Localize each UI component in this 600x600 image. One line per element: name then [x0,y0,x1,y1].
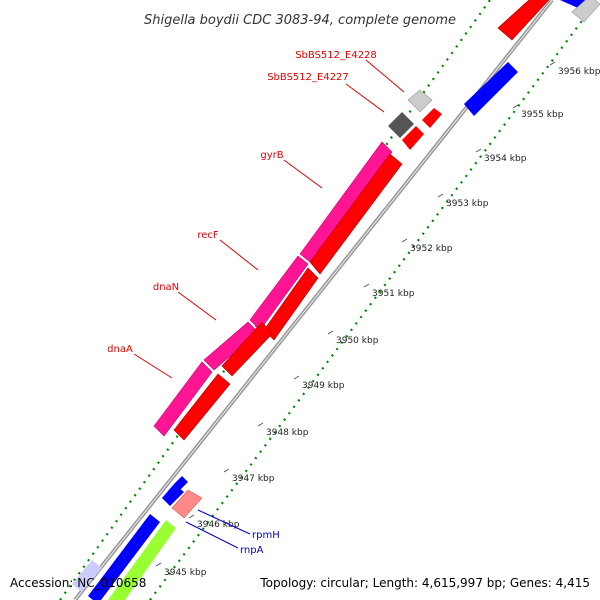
gene-label-gyrb: gyrB [260,150,283,161]
cds-recF [263,267,319,341]
tick-label: 3955 kbp [521,110,564,120]
cds-dnaN [221,321,273,377]
cds-lavender [72,560,102,592]
tick-label: 3948 kbp [266,428,309,438]
cds-blue-rpmH [174,476,188,490]
gene-leader-line [185,521,239,549]
tick-mark [401,238,408,243]
cds-gyrB [309,153,403,275]
cds-dnaA [173,373,231,441]
scale-ticks: 3945 kbp 3946 kbp 3947 kbp 3948 kbp 3949 kbp… [155,61,600,578]
gene-leader-line [197,509,251,535]
tick-label: 3947 kbp [232,474,275,484]
gene-leader-line [133,353,173,379]
cds-blue-rnpA [162,484,184,506]
gene-label-dnan: dnaN [153,282,179,293]
cds-gray-top [571,0,600,23]
tick-label: 3953 kbp [446,199,489,209]
rrna-lime [108,520,176,600]
features-bottom [72,476,203,600]
tick-label: 3956 kbp [558,67,600,77]
cds-blue-large [88,514,160,600]
gene-label-dnaa: dnaA [107,344,133,355]
gene-leader-line [219,239,259,271]
features-top [464,0,600,116]
gene-gray-dark [388,112,414,138]
tick-mark [327,330,334,335]
gene-red-small-1 [422,108,442,128]
tick-mark [257,422,264,427]
gene-labels: SbBS512_E4228 SbBS512_E4227 gyrB recF dnaN dn… [107,50,405,556]
accession-label: Accession: NC_010658 [10,576,147,590]
gene-gyrB [299,141,393,263]
cds-pink-light [171,489,203,519]
gene-leader-line [365,59,405,93]
cds-blue-3955 [464,62,518,116]
tick-label: 3945 kbp [164,568,207,578]
gene-red-small-2 [402,126,424,150]
tick-label: 3949 kbp [302,381,345,391]
gene-label-recf: recF [197,230,219,241]
tick-mark [437,193,444,198]
tick-mark [155,562,162,567]
gene-leader-line [283,159,323,189]
tick-mark [363,283,370,288]
tick-label: 3951 kbp [372,289,415,299]
gene-recF [249,255,309,331]
gene-leader-line [345,83,385,113]
gene-leader-line [177,291,217,321]
tick-mark [475,148,482,153]
tick-mark [512,104,519,109]
tick-mark [223,468,230,473]
genome-summary: Topology: circular; Length: 4,615,997 bp… [260,576,590,590]
gene-dnaA [153,361,213,437]
features-small [388,89,442,150]
map-title: Shigella boydii CDC 3083-94, complete ge… [144,13,456,28]
cds-track-red [173,153,403,441]
cds-blue-top [560,0,590,8]
tick-label: 3946 kbp [197,520,240,530]
cds-red-top [497,0,550,41]
gene-track-pink [153,141,393,437]
gc-content-inner [149,9,591,600]
tick-label: 3950 kbp [336,336,379,346]
tick-mark [293,375,300,380]
gene-label-rnpa: rnpA [240,545,264,556]
gene-gray-light [407,89,433,113]
gene-label-sbbs512_e4228: SbBS512_E4228 [295,50,377,61]
gene-label-sbbs512_e4227: SbBS512_E4227 [267,72,349,83]
tick-mark [188,514,195,519]
tick-label: 3954 kbp [484,154,527,164]
tick-mark [549,61,556,66]
gene-label-rpmh: rpmH [252,530,280,541]
tick-label: 3952 kbp [410,244,453,254]
